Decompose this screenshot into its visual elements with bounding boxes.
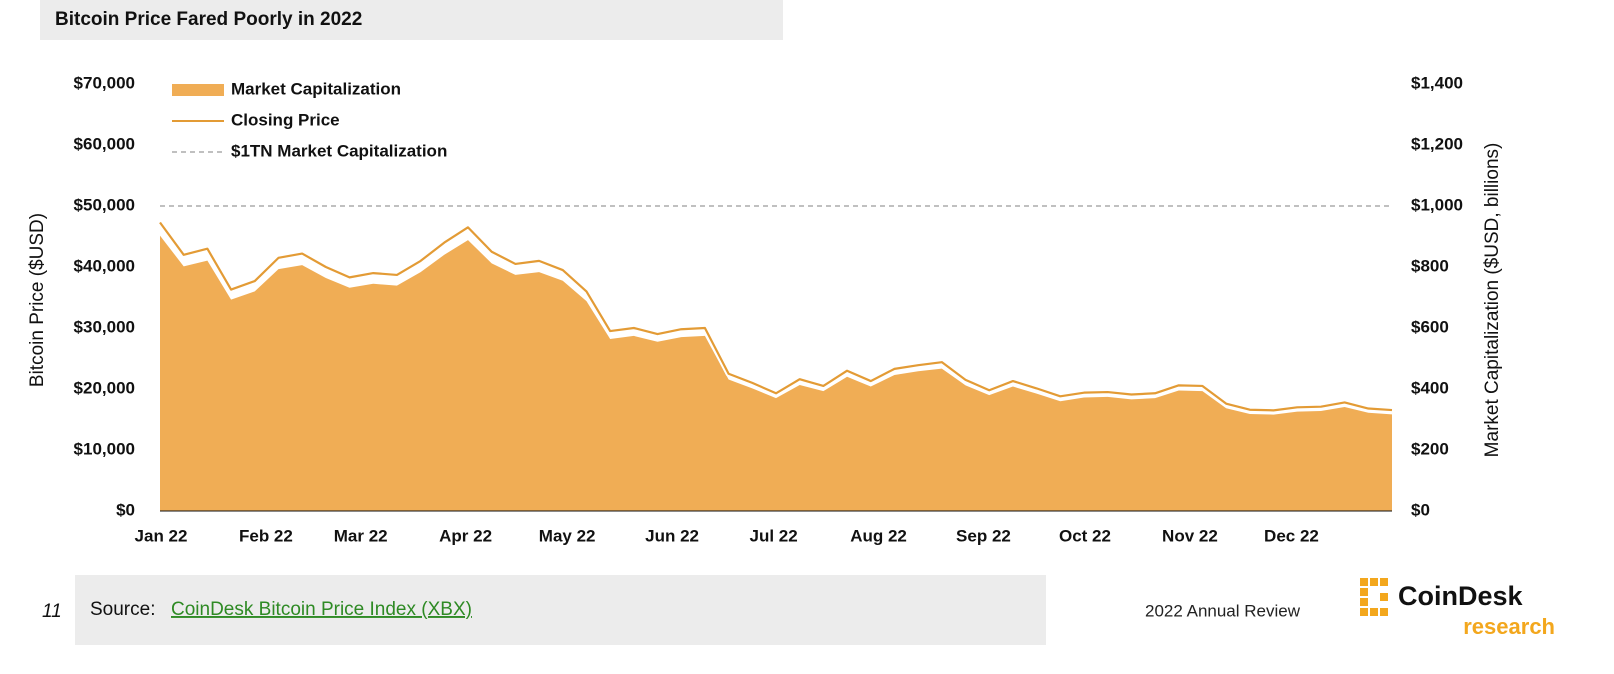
- source-link[interactable]: CoinDesk Bitcoin Price Index (XBX): [171, 599, 472, 620]
- y-axis-title: Bitcoin Price ($USD): [27, 213, 48, 387]
- page-number: 11: [42, 601, 62, 622]
- y2-tick-label: $0: [1411, 500, 1430, 519]
- legend-label: Market Capitalization: [231, 79, 401, 98]
- footer-box: [75, 575, 1046, 645]
- y2-tick-label: $1,200: [1411, 134, 1463, 153]
- y2-tick-label: $1,400: [1411, 73, 1463, 92]
- y-tick-label: $70,000: [74, 73, 135, 92]
- x-tick-label: Apr 22: [439, 526, 492, 545]
- y-tick-label: $0: [116, 500, 135, 519]
- legend-swatch: [172, 84, 224, 96]
- y2-tick-label: $1,000: [1411, 195, 1463, 214]
- y2-tick-label: $200: [1411, 439, 1449, 458]
- y2-axis-title: Market Capitalization ($USD, billions): [1482, 143, 1503, 458]
- x-tick-label: Nov 22: [1162, 526, 1218, 545]
- legend-label: Closing Price: [231, 110, 340, 129]
- source-label: Source:: [90, 599, 155, 620]
- x-tick-label: May 22: [539, 526, 596, 545]
- x-tick-label: Dec 22: [1264, 526, 1319, 545]
- x-tick-label: Oct 22: [1059, 526, 1111, 545]
- x-tick-label: Mar 22: [334, 526, 388, 545]
- y-tick-label: $10,000: [74, 439, 135, 458]
- y2-tick-label: $800: [1411, 256, 1449, 275]
- y2-tick-label: $400: [1411, 378, 1449, 397]
- x-tick-label: Sep 22: [956, 526, 1011, 545]
- x-tick-label: Feb 22: [239, 526, 293, 545]
- y2-tick-label: $600: [1411, 317, 1449, 336]
- legend-label: $1TN Market Capitalization: [231, 141, 447, 160]
- y-tick-label: $20,000: [74, 378, 135, 397]
- logo-mark: [1360, 578, 1388, 616]
- y-tick-label: $50,000: [74, 195, 135, 214]
- x-tick-label: Jun 22: [645, 526, 699, 545]
- report-name: 2022 Annual Review: [1145, 601, 1301, 620]
- x-tick-label: Jan 22: [135, 526, 188, 545]
- area: [160, 235, 1392, 511]
- y-tick-label: $40,000: [74, 256, 135, 275]
- y-tick-label: $60,000: [74, 134, 135, 153]
- y-tick-label: $30,000: [74, 317, 135, 336]
- x-tick-label: Aug 22: [850, 526, 907, 545]
- price-line: [159, 221, 1393, 412]
- chart-title: Bitcoin Price Fared Poorly in 2022: [55, 9, 362, 30]
- x-tick-label: Jul 22: [750, 526, 798, 545]
- title-bar: [40, 0, 783, 40]
- brand-sub: research: [1463, 614, 1555, 639]
- brand: CoinDesk: [1398, 581, 1524, 611]
